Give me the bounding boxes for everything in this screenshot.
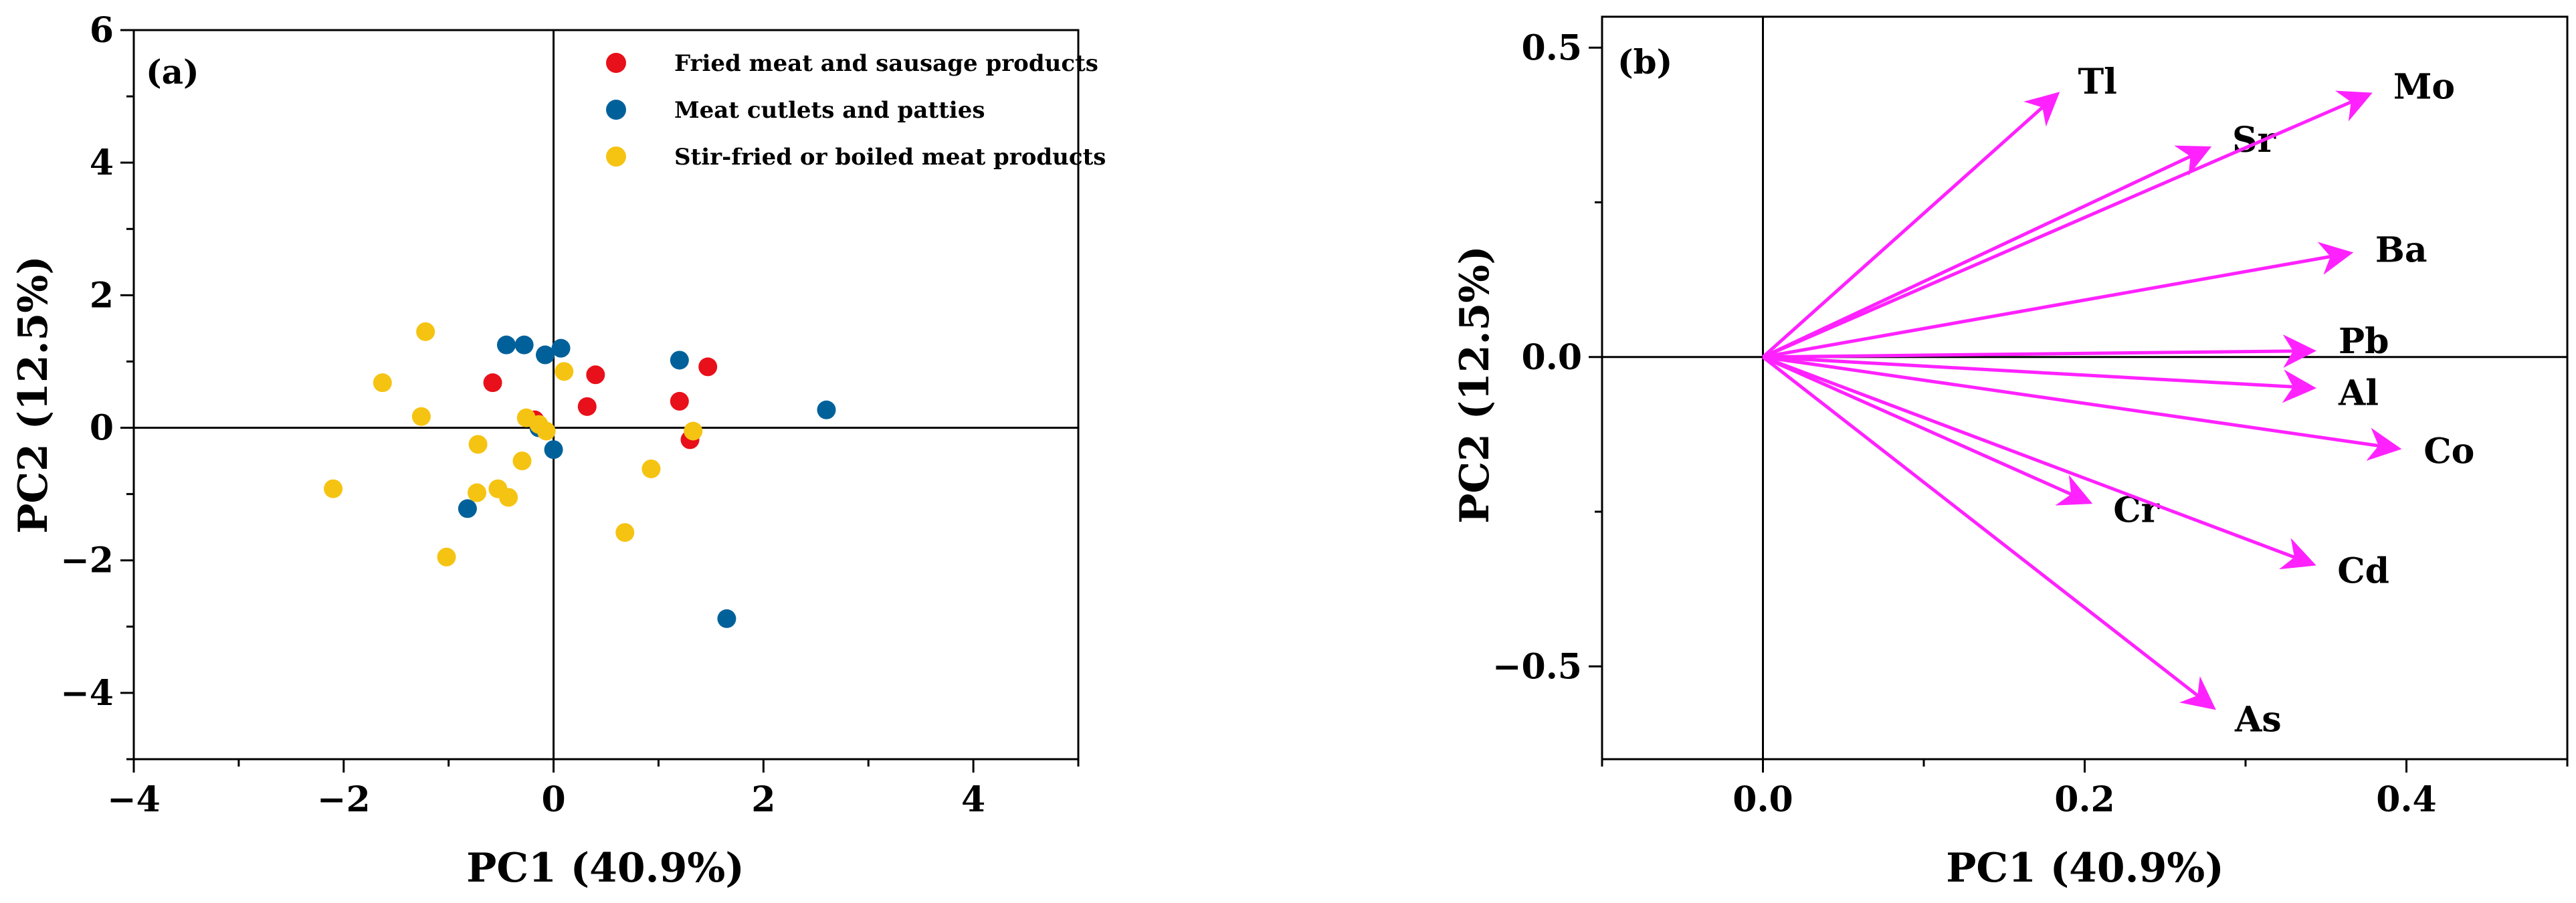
panel-a-data-point: [536, 421, 556, 441]
panel-b-label: (b): [1617, 42, 1672, 82]
panel-a-data-point: [555, 362, 574, 381]
panel-a-data-point: [698, 357, 718, 377]
panel-b-arrow-label: Mo: [2393, 66, 2455, 107]
panel-a-y-tick-label: 4: [90, 142, 114, 183]
panel-a-data-point: [641, 459, 661, 478]
panel-a-data-point: [483, 373, 502, 393]
panel-b-y-tick-label: −0.5: [1492, 646, 1582, 687]
panel-b-arrow-label: Cd: [2337, 550, 2389, 591]
panel-b-y-tick-label: 0.5: [1522, 27, 1582, 68]
panel-b-arrow-ba: [1763, 241, 2354, 359]
panel-a-y-tick-label: −2: [60, 540, 114, 581]
panel-a-scores-plot: −4 −2 0 2 4 −4 −2 0 2 4 6 Fried meat and sausage p…: [10, 10, 1106, 892]
panel-a-label: (a): [146, 52, 199, 92]
panel-a-x-axis-title: PC1 (40.9%): [466, 845, 744, 892]
panel-a-axes: −4 −2 0 2 4 −4 −2 0 2 4 6: [60, 10, 1080, 820]
panel-a-data-point: [670, 391, 689, 411]
panel-a-legend-label: Meat cutlets and patties: [674, 97, 985, 124]
panel-b-arrow-co: [1763, 355, 2402, 461]
panel-a-x-tick-label: −4: [107, 779, 161, 820]
panel-a-legend-label: Stir-fried or boiled meat products: [674, 144, 1106, 171]
panel-b-arrow-label: Co: [2423, 431, 2474, 472]
panel-a-data-point: [373, 373, 392, 393]
panel-a-x-tick-label: 0: [541, 779, 565, 820]
panel-b-x-tick-label: 0.2: [2054, 779, 2114, 820]
panel-a-y-tick-label: 0: [90, 408, 114, 449]
panel-a-legend-marker: [606, 146, 626, 167]
panel-b-arrow-label: Sr: [2232, 120, 2276, 161]
panel-a-data-point: [817, 400, 836, 419]
panel-a-x-tick-label: −2: [317, 779, 371, 820]
panel-a-data-point: [496, 335, 516, 355]
panel-b-loadings-plot: 0.0 0.2 0.4−0.50.00.5 TlSrMoBaPbAlCoCrCdAs…: [1452, 15, 2569, 892]
panel-b-x-axis-title: PC1 (40.9%): [1946, 845, 2223, 892]
panel-b-y-axis-title: PC2 (12.5%): [1452, 245, 1498, 523]
panel-b-arrow-label: Al: [2338, 373, 2379, 414]
panel-a-legend-marker: [606, 53, 626, 73]
panel-a-data-point: [437, 547, 456, 567]
panel-b-arrow-cr: [1762, 355, 2093, 506]
panel-b-arrow-label: Pb: [2339, 321, 2389, 362]
panel-a-legend-marker: [606, 100, 626, 120]
panel-a-data-point: [544, 440, 563, 460]
panel-a-data-point: [499, 488, 518, 507]
panel-a-data-point: [416, 322, 435, 341]
panel-a-data-point: [684, 421, 703, 441]
panel-a-data-point: [586, 365, 605, 385]
panel-b-x-tick-label: 0.4: [2376, 779, 2436, 820]
panel-a-data-point: [468, 483, 487, 502]
panel-b-x-tick-label: 0.0: [1732, 779, 1793, 820]
panel-a-points: [324, 322, 836, 628]
panel-a-y-tick-label: −4: [60, 673, 114, 714]
panel-b-arrow-label: Ba: [2375, 229, 2428, 270]
panel-b-arrow-as: [1761, 355, 2216, 710]
panel-a-y-tick-label: 2: [90, 275, 114, 316]
panel-a-legend: Fried meat and sausage products Meat cutl…: [606, 50, 1106, 171]
panel-a-data-point: [551, 338, 571, 358]
panel-a-data-point: [512, 452, 532, 471]
panel-b-arrow-pb: [1763, 334, 2317, 369]
panel-b-arrow-sr: [1762, 145, 2212, 359]
panel-a-data-point: [577, 397, 597, 416]
panel-a-data-point: [468, 435, 488, 454]
panel-b-arrow-label: Tl: [2078, 62, 2116, 102]
panel-a-data-point: [324, 479, 343, 498]
panel-b-arrow-cd: [1762, 355, 2316, 570]
panel-a-data-point: [514, 335, 534, 355]
panel-a-y-tick-label: 6: [90, 10, 114, 51]
panel-b-arrow-label: As: [2234, 699, 2282, 740]
panel-a-legend-label: Fried meat and sausage products: [674, 50, 1098, 77]
panel-a-data-point: [670, 350, 689, 370]
panel-a-data-point: [615, 523, 635, 542]
panel-a-data-point: [536, 345, 555, 365]
panel-a-data-point: [717, 609, 736, 628]
panel-a-y-axis-title: PC2 (12.5%): [10, 256, 57, 533]
panel-b-frame: [1601, 15, 2569, 761]
panel-a-x-tick-label: 2: [751, 779, 775, 820]
panel-a-frame: [132, 29, 1080, 761]
panel-b-y-tick-label: 0.0: [1522, 337, 1582, 378]
panel-b-axes: 0.0 0.2 0.4 −0.5 0.0 0.5: [1492, 15, 2569, 820]
panel-b-arrow-al: [1763, 355, 2317, 403]
panel-b-arrow-mo: [1762, 90, 2373, 359]
panel-a-x-tick-label: 4: [961, 779, 985, 820]
panel-b-arrow-tl: [1761, 92, 2060, 359]
panel-a-data-point: [458, 499, 477, 518]
panel-a-data-point: [411, 407, 431, 426]
